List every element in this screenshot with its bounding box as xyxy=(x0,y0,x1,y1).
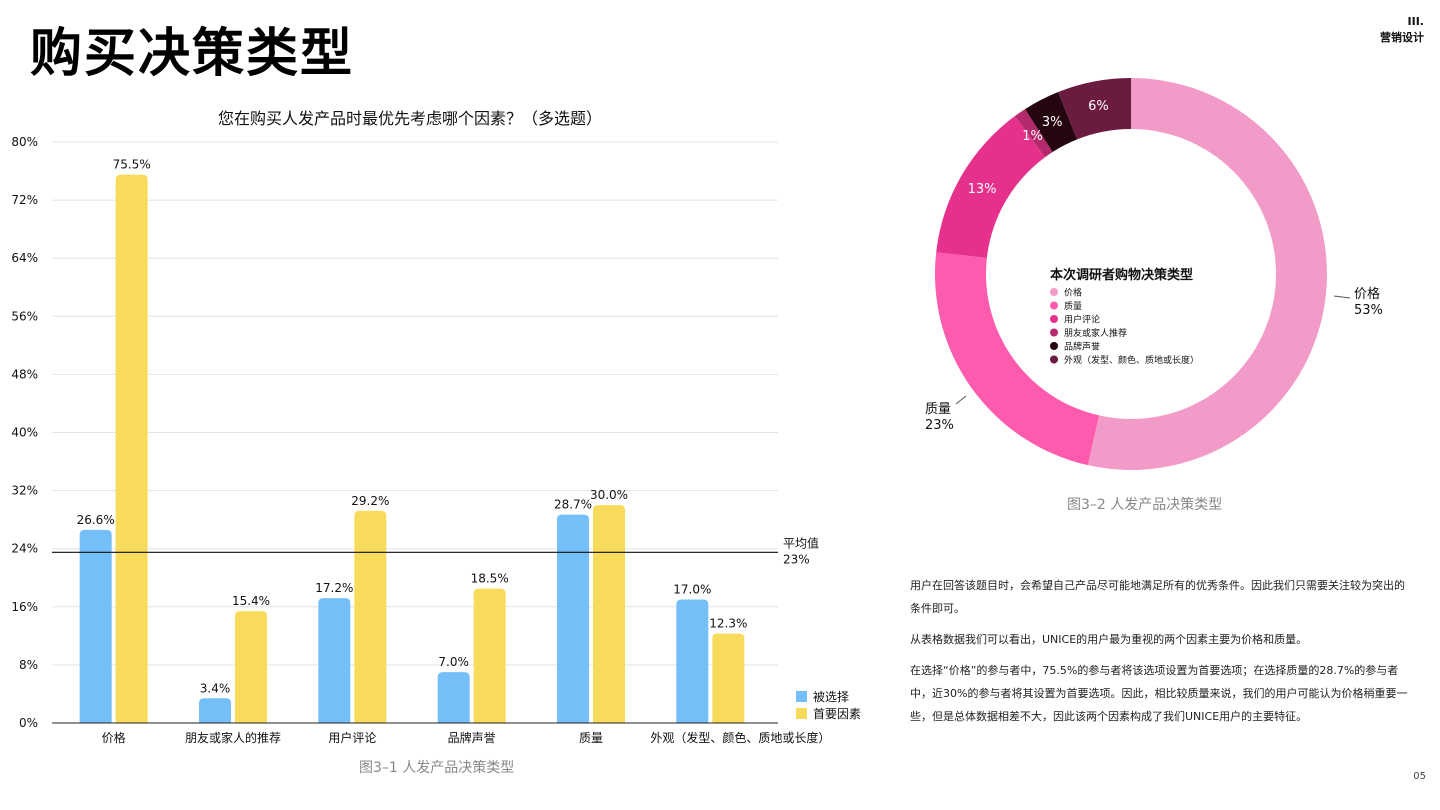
quality-outside-label: 质量 xyxy=(925,402,951,417)
donut-slice xyxy=(1025,92,1078,153)
legend-dot xyxy=(1050,328,1058,337)
legend-dot xyxy=(1050,288,1058,296)
legend-swatch-selected xyxy=(796,691,807,702)
legend-dot xyxy=(1050,342,1058,350)
legend-label-selected: 被选择 xyxy=(813,690,849,704)
donut-slice xyxy=(1014,109,1053,158)
data-label: 30.0% xyxy=(590,488,628,502)
bar-primary xyxy=(473,588,506,723)
data-label: 28.7% xyxy=(554,498,592,512)
legend-label: 外观（发型、颜色、质地或长度） xyxy=(1064,354,1199,366)
section-tag: III. 营销设计 xyxy=(1380,14,1424,46)
data-label: 17.2% xyxy=(315,581,353,595)
donut-slice xyxy=(1087,78,1327,470)
category-label: 朋友或家人的推荐 xyxy=(185,730,281,745)
legend-label-primary: 首要因素 xyxy=(813,707,861,721)
slice-value-label: 6% xyxy=(1088,99,1109,114)
legend-label: 品牌声誉 xyxy=(1064,341,1100,353)
bar-chart-legend: 被选择 首要因素 xyxy=(796,690,861,721)
y-tick-label: 16% xyxy=(11,600,38,614)
donut-slice xyxy=(936,116,1046,258)
donut-slice xyxy=(935,252,1100,466)
data-label: 26.6% xyxy=(77,513,115,527)
bar-selected xyxy=(79,529,112,723)
bar-chart: 您在购买人发产品时最优先考虑哪个因素？（多选题） 0% 8% 16% 24% 32% 40… xyxy=(11,109,861,745)
bar-selected xyxy=(199,698,231,723)
bar-selected xyxy=(676,599,709,723)
legend-label: 朋友或家人推荐 xyxy=(1064,327,1127,339)
category-label: 价格 xyxy=(102,730,126,745)
analysis-text: 用户在回答该题目时，会希望自己产品尽可能地满足所有的优秀条件。因此我们只需要关注… xyxy=(910,574,1410,736)
bar-chart-grid xyxy=(52,141,778,666)
data-label: 17.0% xyxy=(673,583,711,597)
bar-primary xyxy=(593,505,625,723)
data-label: 15.4% xyxy=(232,594,270,608)
section-number: III. xyxy=(1407,15,1424,28)
bar-chart-caption: 图3–1 人发产品决策类型 xyxy=(359,760,515,776)
donut-slice-labels: 13% 1%3% 6% xyxy=(968,99,1109,197)
bar-chart-title: 您在购买人发产品时最优先考虑哪个因素？（多选题） xyxy=(218,109,602,128)
slice-value-label: 1% xyxy=(1022,129,1043,144)
donut-slice xyxy=(1058,78,1131,140)
quality-leader-line xyxy=(955,395,967,405)
y-tick-label: 0% xyxy=(19,716,38,730)
bar-chart-y-axis: 0% 8% 16% 24% 32% 40% 48% 56% 64% 72% 80% xyxy=(11,135,38,730)
donut-center-title: 本次调研者购物决策类型 xyxy=(1050,267,1193,283)
paragraph: 用户在回答该题目时，会希望自己产品尽可能地满足所有的优秀条件。因此我们只需要关注… xyxy=(910,579,1405,615)
y-tick-label: 40% xyxy=(11,426,38,440)
bar-primary xyxy=(354,510,387,723)
data-label: 75.5% xyxy=(113,158,151,172)
slice-value-label: 3% xyxy=(1042,115,1063,130)
y-tick-label: 80% xyxy=(11,135,38,149)
price-leader-line xyxy=(1333,295,1351,299)
legend-label: 用户评论 xyxy=(1064,314,1100,326)
bar-chart-x-axis: 价格 朋友或家人的推荐 用户评论 品牌声誉 质量 外观（发型、颜色、质地或长度） xyxy=(102,730,831,745)
legend-dot xyxy=(1050,355,1058,364)
data-label: 12.3% xyxy=(709,617,747,631)
bar-selected xyxy=(557,514,589,723)
category-label: 用户评论 xyxy=(328,730,376,745)
donut-chart: 13%1%3%6% 本次调研者购物决策类型 价格质量用户评论朋友或家人推荐品牌声… xyxy=(925,78,1383,470)
donut-chart-caption: 图3–2 人发产品决策类型 xyxy=(1067,497,1223,513)
y-tick-label: 72% xyxy=(11,193,38,207)
slice-value-label: 13% xyxy=(968,182,997,197)
bar-primary xyxy=(235,611,267,723)
legend-swatch-primary xyxy=(796,708,807,719)
legend-dot xyxy=(1050,315,1058,323)
page-title: 购买决策类型 xyxy=(30,24,355,84)
price-outside-label: 价格 xyxy=(1354,286,1380,302)
section-name: 营销设计 xyxy=(1380,31,1424,44)
category-label: 外观（发型、颜色、质地或长度） xyxy=(650,730,830,745)
bar-selected xyxy=(437,672,470,723)
y-tick-label: 64% xyxy=(11,251,38,265)
y-tick-label: 8% xyxy=(19,658,38,672)
average-label: 平均值 xyxy=(783,535,819,550)
category-label: 质量 xyxy=(579,731,603,745)
data-label: 29.2% xyxy=(351,494,389,508)
donut-slices xyxy=(935,78,1327,470)
bar-primary xyxy=(115,174,148,723)
data-label: 3.4% xyxy=(200,681,231,695)
bar-chart-bars: 26.6% 75.5% 3.4% 15.4% 17.2% 29.2% 7.0% 18.5% 28… xyxy=(77,158,747,723)
data-label: 7.0% xyxy=(438,655,469,669)
y-tick-label: 24% xyxy=(11,542,38,556)
bar-primary xyxy=(712,633,745,723)
price-outside-value: 53% xyxy=(1354,303,1383,318)
paragraph: 从表格数据我们可以看出，UNICE的用户最为重视的两个因素主要为价格和质量。 xyxy=(910,633,1308,646)
paragraph: 在选择“价格”的参与者中，75.5%的参与者将该选项设置为首要选项；在选择质量的… xyxy=(910,664,1408,723)
legend-label: 价格 xyxy=(1064,287,1082,299)
legend-label: 质量 xyxy=(1064,300,1082,312)
quality-outside-value: 23% xyxy=(925,418,954,433)
y-tick-label: 32% xyxy=(11,484,38,498)
legend-dot xyxy=(1050,301,1058,310)
data-label: 18.5% xyxy=(471,572,509,586)
page-number: 05 xyxy=(1413,771,1426,782)
bar-selected xyxy=(318,598,351,723)
y-tick-label: 48% xyxy=(11,367,38,381)
average-value-label: 23% xyxy=(783,552,810,566)
y-tick-label: 56% xyxy=(11,309,38,323)
category-label: 品牌声誉 xyxy=(448,731,496,745)
